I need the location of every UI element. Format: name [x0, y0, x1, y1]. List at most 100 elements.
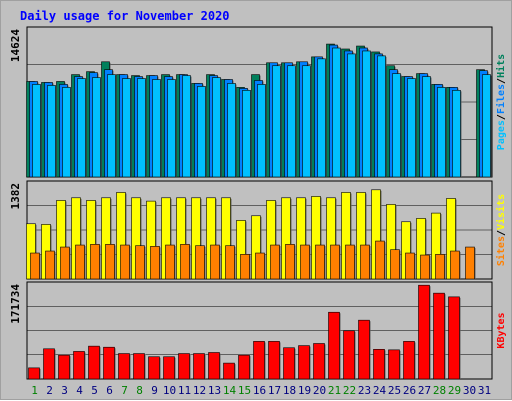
bar-sites-day-27 — [420, 254, 430, 280]
x-tick-label-day-13: 13 — [208, 384, 221, 397]
bar-pages-day-10 — [167, 79, 176, 178]
bar-pages-day-8 — [137, 78, 146, 178]
bar-pages-day-27 — [422, 76, 431, 178]
x-tick-label-day-7: 7 — [121, 384, 128, 397]
bar-pages-day-24 — [377, 55, 386, 178]
bar-pages-day-28 — [437, 87, 446, 178]
x-tick-label-day-11: 11 — [178, 384, 191, 397]
bar-sites-day-6 — [105, 244, 115, 280]
bar-kbytes-day-22 — [343, 330, 355, 380]
bar-sites-day-21 — [330, 244, 340, 280]
x-tick-label-day-12: 12 — [193, 384, 206, 397]
bar-kbytes-day-4 — [73, 351, 85, 380]
bar-sites-day-26 — [405, 252, 415, 280]
bar-kbytes-day-18 — [283, 347, 295, 380]
bar-sites-day-30 — [465, 246, 475, 280]
bar-sites-day-23 — [360, 244, 370, 280]
bar-kbytes-day-10 — [163, 356, 175, 380]
bar-sites-day-13 — [210, 244, 220, 280]
bar-sites-day-22 — [345, 244, 355, 280]
x-tick-label-day-4: 4 — [76, 384, 83, 397]
bar-sites-day-3 — [60, 246, 70, 280]
bar-pages-day-5 — [92, 77, 101, 178]
legend-hits: Hits — [495, 54, 507, 78]
bar-sites-day-14 — [225, 245, 235, 280]
bar-pages-day-16 — [257, 84, 266, 178]
x-tick-label-day-3: 3 — [61, 384, 68, 397]
x-tick-label-day-31: 31 — [478, 384, 491, 397]
bar-kbytes-day-19 — [298, 345, 310, 380]
bar-pages-day-14 — [227, 83, 236, 178]
bar-pages-day-13 — [212, 77, 221, 178]
bar-kbytes-day-28 — [433, 292, 445, 380]
x-tick-label-day-22: 22 — [343, 384, 356, 397]
bar-pages-day-21 — [332, 47, 341, 178]
bar-sites-day-15 — [240, 254, 250, 280]
bar-sites-day-24 — [375, 240, 385, 280]
bar-pages-day-22 — [347, 53, 356, 178]
bar-kbytes-day-8 — [133, 353, 145, 380]
bar-kbytes-day-15 — [238, 354, 250, 380]
x-tick-label-day-28: 28 — [433, 384, 446, 397]
x-tick-label-day-6: 6 — [106, 384, 113, 397]
bar-kbytes-day-6 — [103, 346, 115, 380]
bar-pages-day-11 — [182, 75, 191, 178]
bar-kbytes-day-26 — [403, 341, 415, 380]
x-tick-label-day-15: 15 — [238, 384, 251, 397]
x-tick-label-day-14: 14 — [223, 384, 237, 397]
bar-sites-day-5 — [90, 244, 100, 280]
bar-pages-day-19 — [302, 65, 311, 178]
x-tick-label-day-17: 17 — [268, 384, 281, 397]
bar-sites-day-2 — [45, 250, 55, 280]
x-tick-label-day-10: 10 — [163, 384, 176, 397]
bar-kbytes-day-13 — [208, 352, 220, 380]
bar-pages-day-7 — [122, 78, 131, 178]
x-axis: 1 2 3 4 5 6 7 8 9 10 11 12 13 14 15 16 17 18 19 20 21 22 23 24 2… — [31, 384, 491, 397]
panel-3-max-label: 171734 — [9, 284, 22, 324]
bar-pages-day-23 — [362, 50, 371, 178]
bar-sites-day-28 — [435, 254, 445, 280]
x-tick-label-day-23: 23 — [358, 384, 371, 397]
bar-kbytes-day-11 — [178, 353, 190, 380]
x-tick-label-day-16: 16 — [253, 384, 266, 397]
bar-sites-day-19 — [300, 244, 310, 280]
bar-sites-day-20 — [315, 244, 325, 280]
bar-pages-day-9 — [152, 79, 161, 178]
legend-pages: Pages — [496, 120, 507, 150]
x-tick-label-day-30: 30 — [463, 384, 476, 397]
bar-pages-day-25 — [392, 73, 401, 178]
bar-pages-day-17 — [272, 65, 281, 178]
bar-kbytes-day-7 — [118, 353, 130, 380]
bar-pages-day-15 — [242, 90, 251, 178]
x-tick-label-day-24: 24 — [373, 384, 387, 397]
bar-pages-day-20 — [317, 58, 326, 178]
legend-kbytes: KBytes — [496, 312, 507, 348]
bar-kbytes-day-17 — [268, 341, 280, 380]
bar-pages-day-12 — [197, 86, 206, 178]
bar-sites-day-18 — [285, 244, 295, 280]
bar-pages-day-3 — [62, 87, 71, 178]
bar-kbytes-day-2 — [43, 348, 55, 380]
bar-sites-day-11 — [180, 244, 190, 280]
bar-pages-day-4 — [77, 78, 86, 178]
bar-pages-day-29 — [452, 90, 461, 178]
bar-kbytes-day-5 — [88, 345, 100, 380]
x-tick-label-day-21: 21 — [328, 384, 341, 397]
bar-sites-day-12 — [195, 245, 205, 280]
bar-sites-day-1 — [30, 252, 40, 280]
x-tick-label-day-1: 1 — [31, 384, 38, 397]
panel-3-legend: KBytes — [496, 312, 507, 348]
bar-pages-day-1 — [32, 84, 41, 178]
bar-kbytes-day-25 — [388, 349, 400, 380]
bar-sites-day-16 — [255, 252, 265, 280]
bar-pages-day-18 — [287, 65, 296, 178]
panel-1-max-label: 14624 — [9, 29, 22, 62]
bar-kbytes-day-27 — [418, 284, 430, 380]
bar-kbytes-day-24 — [373, 349, 385, 380]
bar-sites-day-29 — [450, 250, 460, 280]
x-tick-label-day-26: 26 — [403, 384, 416, 397]
bar-sites-day-10 — [165, 244, 175, 280]
bar-pages-day-26 — [407, 78, 416, 178]
x-tick-label-day-18: 18 — [283, 384, 296, 397]
